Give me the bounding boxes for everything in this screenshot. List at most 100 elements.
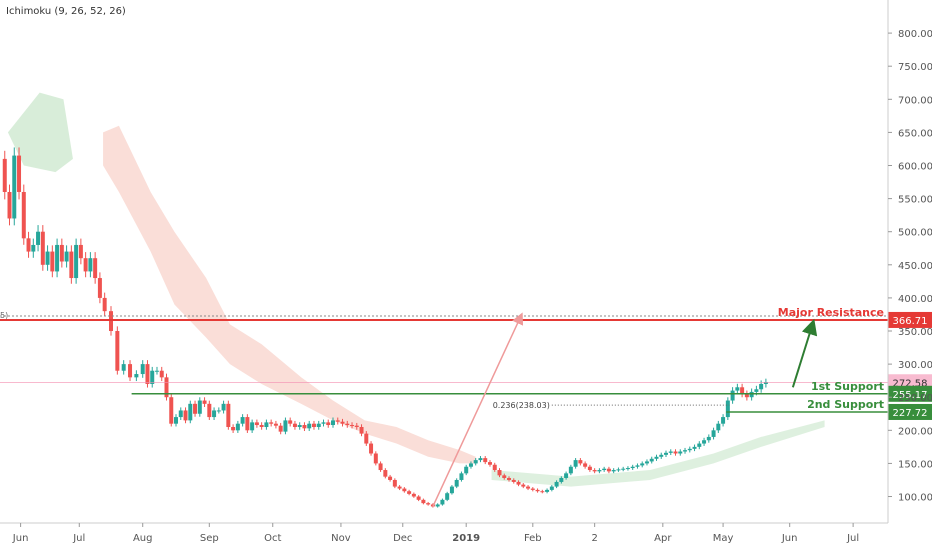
candle-body [392, 479, 397, 487]
candle-body [2, 158, 7, 192]
candle-body [59, 244, 64, 262]
candle-body [744, 393, 749, 398]
y-tick-label: 750.00 [898, 62, 932, 73]
candle-body [388, 476, 393, 480]
x-tick-label: Jul [72, 533, 85, 544]
candle-body [735, 387, 740, 391]
candle-body [635, 465, 640, 467]
candle-body [554, 481, 559, 487]
candle-body [573, 460, 578, 467]
support-2-price-tag [888, 403, 932, 420]
candle-body [416, 496, 421, 500]
candle-body [702, 440, 707, 444]
support-1-price-label: 255.17 [893, 390, 928, 401]
candle-body [383, 470, 388, 477]
candle-body [50, 251, 55, 272]
candle-body [511, 479, 516, 482]
y-tick-label: 550.00 [898, 195, 932, 206]
y-tick-label: 250.00 [898, 393, 932, 404]
candle-body [292, 423, 297, 428]
candle-body [231, 427, 236, 431]
candle-body [597, 470, 602, 472]
candle-body [606, 468, 611, 472]
candle-body [326, 422, 331, 426]
candle-body [250, 422, 255, 431]
candle-body [78, 244, 83, 259]
candle-body [754, 389, 759, 392]
y-tick-label: 100.00 [898, 493, 932, 504]
levels-layer: Major Resistance 366.71 272.58 1st Support 2… [0, 306, 932, 420]
x-tick-label: 2 [591, 533, 597, 544]
candle-body [402, 488, 407, 492]
candle-body [259, 425, 264, 428]
candle-body [716, 423, 721, 431]
candle-body [483, 458, 488, 463]
candle-body [507, 477, 512, 480]
fib-label: 0.236(238.03) [493, 401, 550, 410]
candle-body [687, 448, 692, 451]
candle-body [454, 479, 459, 487]
candle-body [17, 155, 22, 192]
candle-body [350, 425, 355, 427]
candle-body [278, 425, 283, 432]
candle-body [216, 410, 221, 412]
candle-body [93, 258, 98, 279]
candle-body [340, 421, 345, 424]
candle-body [468, 463, 473, 467]
candle-body [611, 470, 616, 472]
candle-body [592, 470, 597, 472]
candle-body [725, 400, 730, 418]
candle-body [378, 463, 383, 471]
candle-body [150, 370, 155, 384]
candle-body [97, 278, 102, 298]
candle-body [45, 251, 50, 265]
candle-body [559, 477, 564, 482]
current-price-label: 272.58 [893, 378, 928, 389]
candle-body [240, 417, 245, 424]
candle-body [526, 486, 531, 489]
candle-body [283, 420, 288, 432]
candle-body [273, 423, 278, 426]
candle-body [540, 491, 545, 493]
candle-body [516, 481, 521, 485]
cloud-bull-late [491, 420, 825, 487]
candle-body [625, 468, 630, 470]
candle-body [207, 403, 212, 418]
resistance-price-label: 366.71 [893, 316, 928, 327]
candle-body [373, 453, 378, 464]
candle-body [706, 436, 711, 441]
candle-body [188, 403, 193, 421]
candle-body [254, 422, 259, 426]
candle-body [36, 231, 41, 245]
candle-body [497, 470, 502, 476]
candle-body [88, 258, 93, 272]
candle-body [421, 499, 426, 504]
candle-body [397, 486, 402, 489]
candles-layer [2, 147, 768, 508]
candle-body [109, 311, 113, 332]
candle-body [302, 425, 307, 429]
left-edge-marker: 5) [0, 311, 8, 320]
support-1-price-tag [888, 385, 932, 402]
candle-body [654, 456, 659, 459]
y-tick-label: 300.00 [898, 360, 932, 371]
candle-body [492, 464, 497, 471]
projection-arrow-green [791, 318, 818, 388]
candle-body [759, 383, 764, 390]
candle-body [316, 423, 321, 428]
candle-body [692, 446, 697, 449]
candle-body [659, 454, 664, 457]
candle-body [264, 422, 269, 428]
candle-body [749, 391, 754, 398]
candle-body [31, 244, 36, 252]
candle-body [145, 364, 150, 384]
candle-body [721, 417, 726, 424]
support-2-price-label: 227.72 [893, 408, 928, 419]
y-tick-label: 700.00 [898, 95, 932, 106]
candle-body [407, 491, 412, 494]
x-tick-label: Sep [200, 533, 219, 544]
y-tick-label: 150.00 [898, 459, 932, 470]
x-tick-label: Dec [393, 533, 412, 544]
candle-body [549, 486, 554, 490]
